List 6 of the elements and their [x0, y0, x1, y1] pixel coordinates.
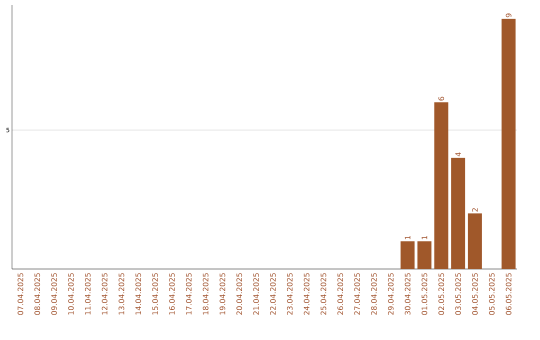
- bar: [417, 241, 432, 269]
- bar: [451, 158, 466, 269]
- bar: [400, 241, 415, 269]
- bar: [502, 18, 516, 269]
- bar: [434, 102, 448, 269]
- bar: [468, 213, 482, 269]
